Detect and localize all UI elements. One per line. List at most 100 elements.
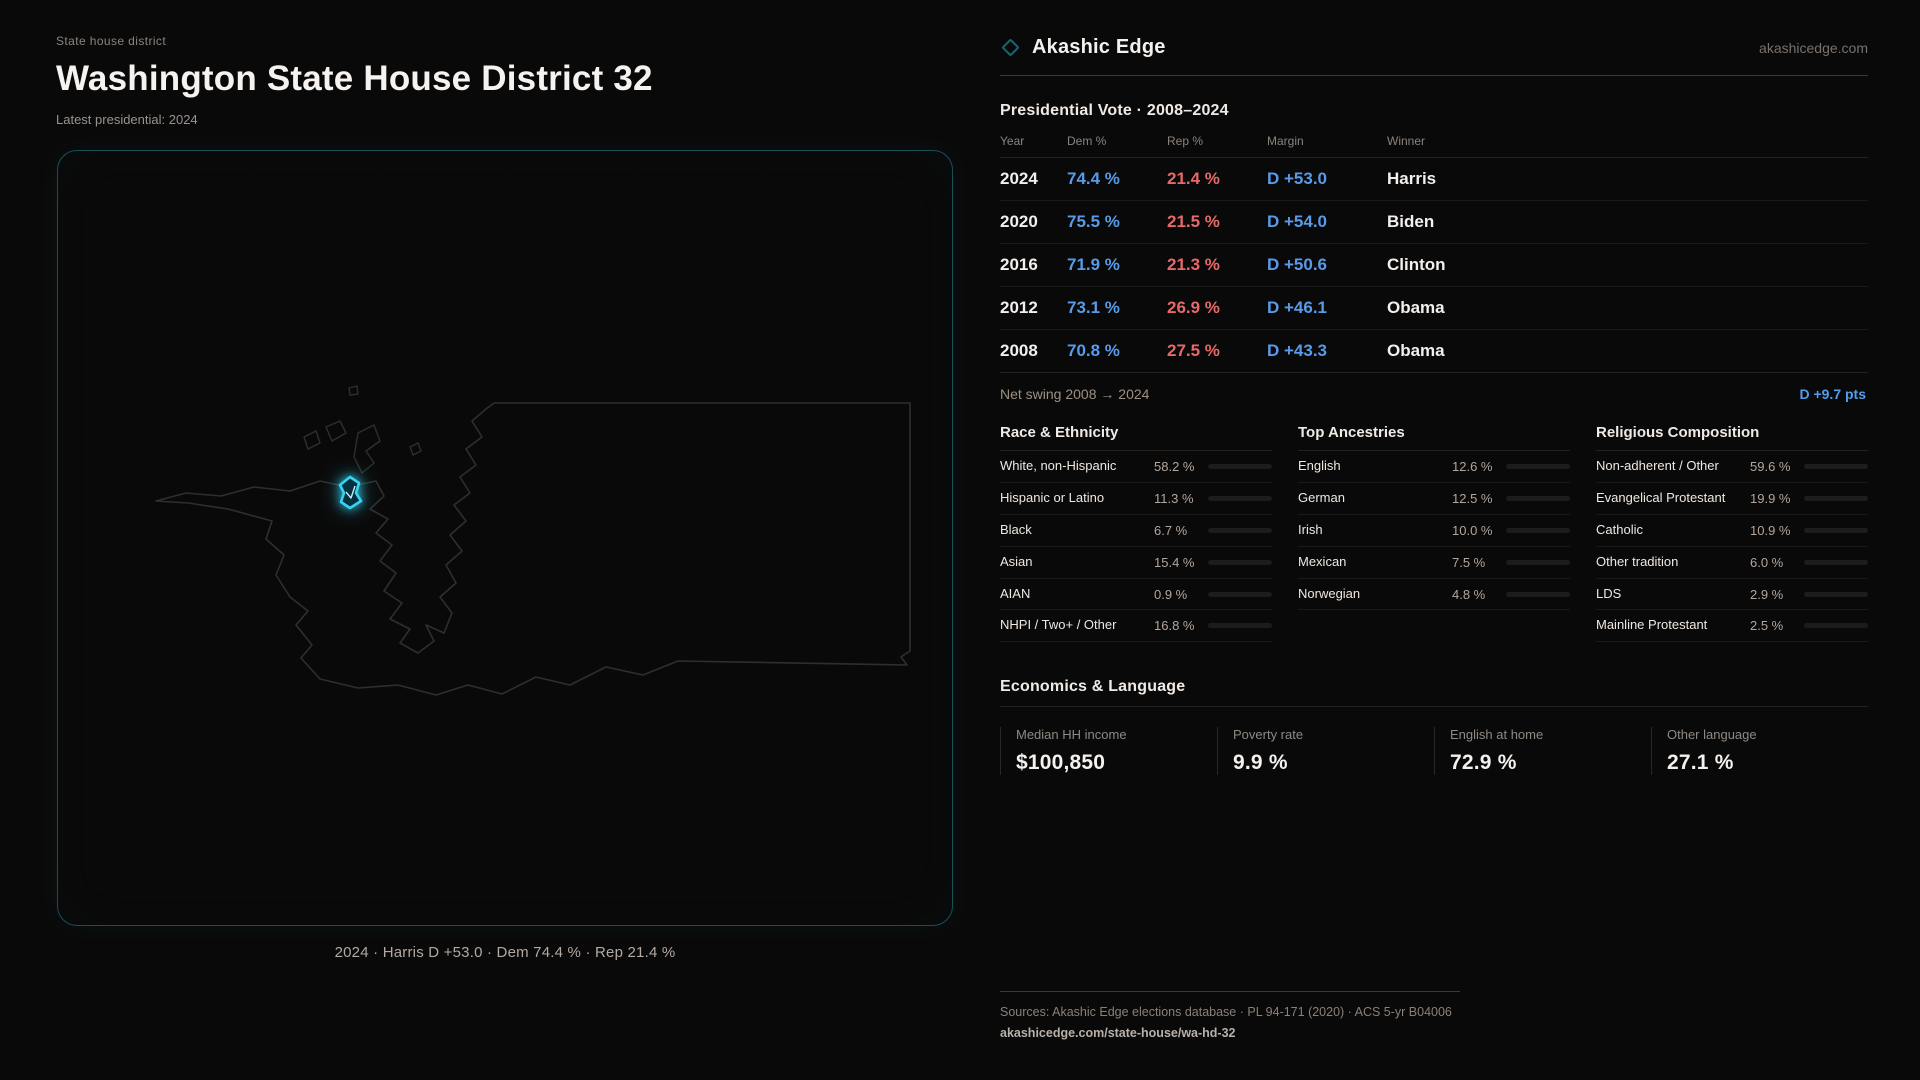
demo-bar	[1208, 559, 1272, 565]
sources-text: Sources: Akashic Edge elections database…	[1000, 1005, 1452, 1019]
demo-bar	[1506, 559, 1570, 565]
demo-value: 59.6 %	[1750, 458, 1791, 474]
demo-value: 6.7 %	[1154, 522, 1188, 538]
list-item: Hispanic or Latino 11.3 %	[1000, 483, 1272, 515]
demo-bar	[1208, 527, 1272, 533]
demo-value: 2.5 %	[1750, 618, 1784, 634]
demo-bar	[1804, 559, 1868, 565]
demo-label: Other tradition	[1596, 553, 1679, 569]
demo-label: Norwegian	[1298, 585, 1361, 601]
economics-title: Economics & Language	[1000, 678, 1868, 708]
demo-label: Catholic	[1596, 521, 1643, 537]
demo-value: 2.9 %	[1750, 586, 1784, 602]
winner-cell: Harris	[1387, 169, 1437, 188]
margin-cell: D +53.0	[1267, 169, 1328, 188]
demo-label: NHPI / Two+ / Other	[1000, 617, 1117, 633]
demo-value: 12.6 %	[1452, 458, 1493, 474]
brand-name: Akashic Edge	[1032, 36, 1166, 58]
demo-bar	[1208, 591, 1272, 597]
demo-bar	[1208, 623, 1272, 629]
table-row: 2020 75.5 % 21.5 % D +54.0 Biden	[1000, 201, 1868, 244]
demo-section-title: Religious Composition	[1596, 424, 1868, 451]
stat-value: 9.9 %	[1233, 751, 1288, 775]
col-winner: Winner	[1387, 134, 1426, 148]
economics-section: Economics & Language Median HH income $10…	[1000, 678, 1868, 776]
sources-footer: Sources: Akashic Edge elections database…	[1000, 991, 1460, 1040]
demo-section-title: Race & Ethnicity	[1000, 424, 1272, 451]
demo-label: Hispanic or Latino	[1000, 489, 1105, 505]
list-item: Norwegian 4.8 %	[1298, 579, 1570, 611]
year-cell: 2020	[1000, 212, 1038, 231]
demo-value: 19.9 %	[1750, 490, 1791, 506]
demo-label: Irish	[1298, 521, 1323, 537]
year-cell: 2016	[1000, 255, 1038, 274]
list-item: German 12.5 %	[1298, 483, 1570, 515]
demo-bar	[1208, 495, 1272, 501]
rep-pct-cell: 26.9 %	[1167, 298, 1220, 317]
year-cell: 2008	[1000, 341, 1038, 360]
list-item: NHPI / Two+ / Other 16.8 %	[1000, 610, 1272, 643]
demo-label: LDS	[1596, 585, 1622, 601]
dem-pct-cell: 74.4 %	[1067, 169, 1120, 188]
stat-label: Median HH income	[1016, 727, 1127, 743]
demo-label: AIAN	[1000, 585, 1031, 601]
demo-section-title: Top Ancestries	[1298, 424, 1570, 451]
table-row: 2016 71.9 % 21.3 % D +50.6 Clinton	[1000, 244, 1868, 287]
demo-value: 6.0 %	[1750, 554, 1784, 570]
stat-block: Poverty rate 9.9 %	[1217, 727, 1434, 776]
winner-cell: Clinton	[1387, 255, 1446, 274]
demo-label: German	[1298, 489, 1345, 505]
latest-presidential-label: Latest presidential: 2024	[56, 112, 198, 127]
list-item: Mexican 7.5 %	[1298, 547, 1570, 579]
margin-cell: D +46.1	[1267, 298, 1328, 317]
map-caption: 2024 · Harris D +53.0 · Dem 74.4 % · Rep…	[334, 944, 676, 961]
demo-label: Mainline Protestant	[1596, 617, 1708, 633]
demo-value: 4.8 %	[1452, 586, 1486, 602]
demo-label: Evangelical Protestant	[1596, 489, 1726, 505]
demo-value: 0.9 %	[1154, 586, 1188, 602]
demo-bar	[1506, 527, 1570, 533]
washington-map-svg	[155, 385, 911, 696]
stat-label: Poverty rate	[1233, 727, 1304, 743]
table-row: 2012 73.1 % 26.9 % D +46.1 Obama	[1000, 287, 1868, 330]
list-item: Black 6.7 %	[1000, 515, 1272, 547]
list-item: Catholic 10.9 %	[1596, 515, 1868, 547]
demo-value: 12.5 %	[1452, 490, 1493, 506]
economics-stats: Median HH income $100,850 Poverty rate 9.9 …	[1000, 727, 1868, 776]
col-year: Year	[1000, 134, 1025, 148]
stat-value: 27.1 %	[1667, 751, 1734, 775]
rep-pct-cell: 21.4 %	[1167, 169, 1220, 188]
rep-pct-cell: 21.3 %	[1167, 255, 1220, 274]
margin-cell: D +50.6	[1267, 255, 1328, 274]
eyebrow-label: State house district	[56, 34, 167, 48]
vote-section-title: Presidential Vote · 2008–2024	[1000, 102, 1229, 119]
demo-label: Asian	[1000, 553, 1033, 569]
stat-value: $100,850	[1016, 751, 1106, 775]
net-swing-value: D +9.7 pts	[1799, 386, 1866, 402]
island-outline	[409, 442, 422, 456]
district-header: State house district Washington State Ho…	[56, 34, 956, 127]
demo-value: 10.9 %	[1750, 522, 1791, 538]
vote-table: Year Dem % Rep % Margin Winner 2024 74.4 …	[1000, 134, 1868, 373]
demo-bar	[1804, 591, 1868, 597]
net-swing-row: Net swing 2008 → 2024 D +9.7 pts	[1000, 373, 1868, 402]
stat-value: 72.9 %	[1450, 751, 1517, 775]
list-item: Irish 10.0 %	[1298, 515, 1570, 547]
demo-bar	[1506, 591, 1570, 597]
district-highlight[interactable]	[338, 475, 363, 510]
list-item: Asian 15.4 %	[1000, 547, 1272, 579]
demo-value: 16.8 %	[1154, 618, 1195, 634]
demo-label: White, non-Hispanic	[1000, 458, 1117, 473]
demo-bar	[1804, 495, 1868, 501]
demo-value: 11.3 %	[1154, 490, 1194, 506]
brand-domain-link[interactable]: akashicedge.com	[1759, 39, 1868, 56]
stat-label: English at home	[1450, 727, 1544, 743]
demo-bar	[1804, 623, 1868, 629]
list-item: Other tradition 6.0 %	[1596, 547, 1868, 579]
stats-panel: Akashic Edge akashicedge.com Presidentia…	[1000, 36, 1868, 1046]
demo-bar	[1208, 463, 1272, 469]
demo-label: English	[1298, 458, 1341, 473]
rep-pct-cell: 21.5 %	[1167, 212, 1220, 231]
island-outline	[325, 420, 347, 442]
permalink-url[interactable]: akashicedge.com/state-house/wa-hd-32	[1000, 1025, 1236, 1040]
